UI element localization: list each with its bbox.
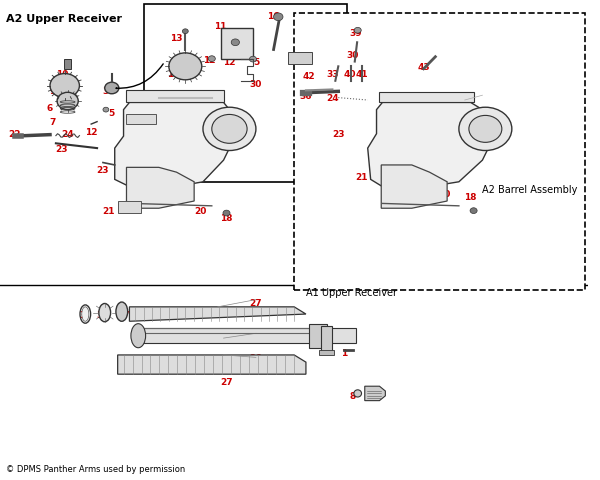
Text: 25: 25 — [314, 324, 327, 333]
Text: 23: 23 — [332, 130, 344, 139]
Circle shape — [169, 54, 202, 81]
FancyBboxPatch shape — [144, 5, 347, 182]
Circle shape — [354, 28, 361, 34]
Text: A2 Barrel Assembly: A2 Barrel Assembly — [482, 184, 578, 194]
Polygon shape — [118, 355, 306, 374]
Circle shape — [470, 208, 477, 214]
Text: 23: 23 — [56, 144, 68, 153]
Text: 19: 19 — [126, 202, 139, 211]
Circle shape — [57, 93, 78, 110]
Circle shape — [459, 108, 512, 151]
Text: 14: 14 — [367, 392, 380, 400]
Polygon shape — [365, 386, 385, 401]
Ellipse shape — [82, 307, 89, 322]
Text: 1: 1 — [341, 348, 347, 357]
Circle shape — [274, 14, 283, 22]
Circle shape — [212, 115, 247, 144]
Text: 24: 24 — [326, 94, 339, 103]
Circle shape — [50, 74, 79, 98]
Text: 13: 13 — [170, 34, 183, 43]
Text: 28: 28 — [250, 329, 262, 338]
Text: 42: 42 — [302, 72, 315, 81]
Polygon shape — [127, 168, 194, 209]
Text: 21: 21 — [356, 173, 368, 182]
Circle shape — [105, 83, 119, 95]
Text: 7: 7 — [50, 118, 56, 127]
FancyBboxPatch shape — [127, 91, 224, 103]
Text: 9: 9 — [50, 87, 56, 96]
FancyBboxPatch shape — [118, 202, 141, 214]
Text: 12: 12 — [223, 58, 236, 67]
Text: 27: 27 — [250, 298, 262, 307]
Polygon shape — [320, 326, 332, 353]
Text: 27: 27 — [220, 377, 233, 386]
Polygon shape — [381, 166, 447, 209]
Ellipse shape — [131, 324, 146, 348]
Text: A1 Upper Receiver: A1 Upper Receiver — [306, 288, 397, 298]
Text: 5: 5 — [109, 108, 115, 117]
Circle shape — [231, 40, 239, 47]
Text: 20: 20 — [438, 190, 451, 199]
Text: 17: 17 — [117, 310, 130, 319]
Text: 31: 31 — [97, 310, 109, 319]
Text: 12: 12 — [203, 56, 215, 64]
FancyBboxPatch shape — [288, 53, 312, 65]
Text: 6: 6 — [47, 104, 53, 112]
Text: 5: 5 — [241, 46, 247, 55]
FancyBboxPatch shape — [221, 29, 253, 60]
FancyBboxPatch shape — [138, 329, 356, 343]
Text: 22: 22 — [8, 130, 21, 139]
Circle shape — [250, 57, 257, 63]
Text: 23: 23 — [97, 166, 109, 175]
Polygon shape — [130, 307, 306, 322]
Text: 18: 18 — [220, 214, 233, 223]
Circle shape — [208, 57, 215, 62]
Text: A2 Upper Receiver: A2 Upper Receiver — [6, 14, 122, 24]
Text: 33: 33 — [326, 70, 338, 79]
Text: 15: 15 — [167, 70, 180, 79]
Circle shape — [469, 116, 502, 143]
Text: 38: 38 — [447, 92, 459, 100]
Text: 29: 29 — [170, 99, 183, 108]
Circle shape — [182, 30, 188, 35]
Text: 3: 3 — [79, 310, 85, 319]
Text: 12: 12 — [85, 128, 97, 136]
Text: 10: 10 — [56, 70, 68, 79]
FancyBboxPatch shape — [127, 115, 156, 125]
Text: 5: 5 — [253, 58, 259, 67]
Text: 26: 26 — [250, 353, 262, 362]
Text: 43: 43 — [417, 63, 430, 72]
Text: 41: 41 — [356, 70, 368, 79]
Text: © DPMS Panther Arms used by permission: © DPMS Panther Arms used by permission — [6, 464, 185, 473]
Text: 24: 24 — [61, 130, 74, 139]
Text: 16: 16 — [268, 12, 280, 21]
Text: 11: 11 — [214, 22, 227, 31]
Polygon shape — [368, 103, 488, 187]
Text: 4: 4 — [297, 56, 303, 64]
Text: 18: 18 — [464, 192, 477, 201]
Text: 36: 36 — [299, 92, 312, 100]
FancyBboxPatch shape — [294, 14, 586, 290]
Text: 21: 21 — [103, 207, 115, 216]
Ellipse shape — [354, 390, 362, 397]
Text: 30: 30 — [250, 80, 262, 88]
Text: 39: 39 — [350, 29, 362, 38]
FancyArrowPatch shape — [116, 65, 163, 89]
Circle shape — [223, 211, 230, 216]
Text: 30: 30 — [347, 51, 359, 60]
FancyBboxPatch shape — [379, 93, 473, 103]
Text: 19: 19 — [373, 171, 386, 180]
Text: 20: 20 — [194, 207, 206, 216]
Text: 8: 8 — [350, 392, 356, 400]
Circle shape — [103, 108, 109, 113]
Ellipse shape — [99, 304, 110, 322]
Polygon shape — [115, 103, 229, 187]
Circle shape — [203, 108, 256, 151]
Text: 40: 40 — [344, 70, 356, 79]
FancyBboxPatch shape — [319, 350, 334, 355]
Text: 32: 32 — [103, 87, 115, 96]
Ellipse shape — [116, 302, 128, 322]
Bar — [64, 60, 71, 70]
FancyBboxPatch shape — [309, 324, 326, 348]
